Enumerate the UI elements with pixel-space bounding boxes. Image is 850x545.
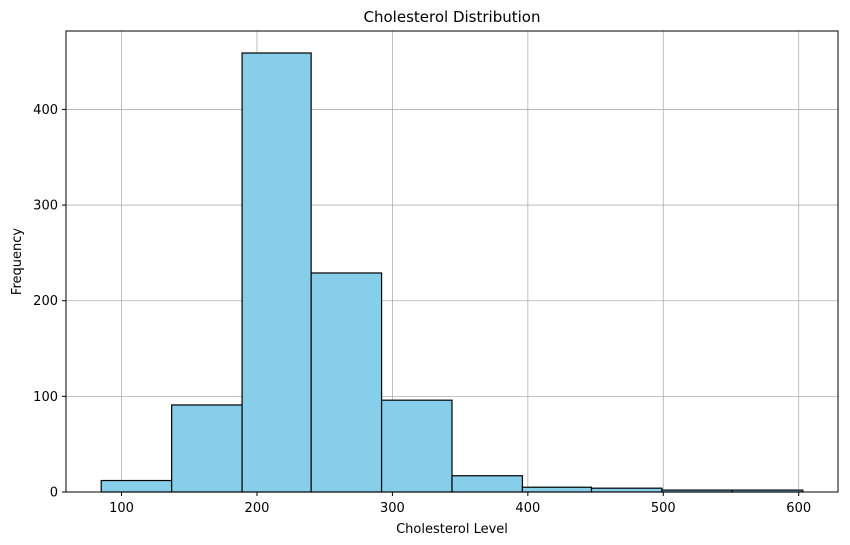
y-tick-label-3: 300 bbox=[33, 199, 58, 214]
histogram-bar-5 bbox=[451, 475, 524, 493]
histogram-bar-7 bbox=[590, 487, 663, 493]
x-tick-label-0: 100 bbox=[109, 501, 134, 516]
histogram-bar-4 bbox=[380, 399, 453, 493]
x-tick-label-5: 600 bbox=[786, 501, 811, 516]
x-tick-label-1: 200 bbox=[245, 501, 270, 516]
y-tick-label-4: 400 bbox=[33, 103, 58, 118]
histogram-bar-3 bbox=[310, 272, 383, 493]
x-tick-label-4: 500 bbox=[651, 501, 676, 516]
histogram-bar-1 bbox=[171, 404, 243, 493]
chart-title: Cholesterol Distribution bbox=[364, 8, 541, 26]
y-tick-label-1: 100 bbox=[33, 390, 58, 405]
histogram-bar-6 bbox=[521, 486, 593, 493]
histogram-bar-0 bbox=[100, 479, 173, 493]
x-tick-label-3: 400 bbox=[515, 501, 540, 516]
y-tick-label-2: 200 bbox=[33, 294, 58, 309]
y-tick-label-0: 0 bbox=[50, 486, 58, 501]
histogram-bar-2 bbox=[241, 52, 312, 493]
x-axis-label: Cholesterol Level bbox=[396, 522, 508, 537]
x-axis-ticks: 100 200 300 400 500 600 bbox=[109, 492, 811, 516]
y-axis-ticks: 0 100 200 300 400 bbox=[33, 103, 66, 501]
y-axis-label: Frequency bbox=[10, 228, 25, 295]
x-tick-label-2: 300 bbox=[380, 501, 405, 516]
plot-frame bbox=[65, 30, 839, 493]
histogram-bars bbox=[100, 52, 804, 493]
